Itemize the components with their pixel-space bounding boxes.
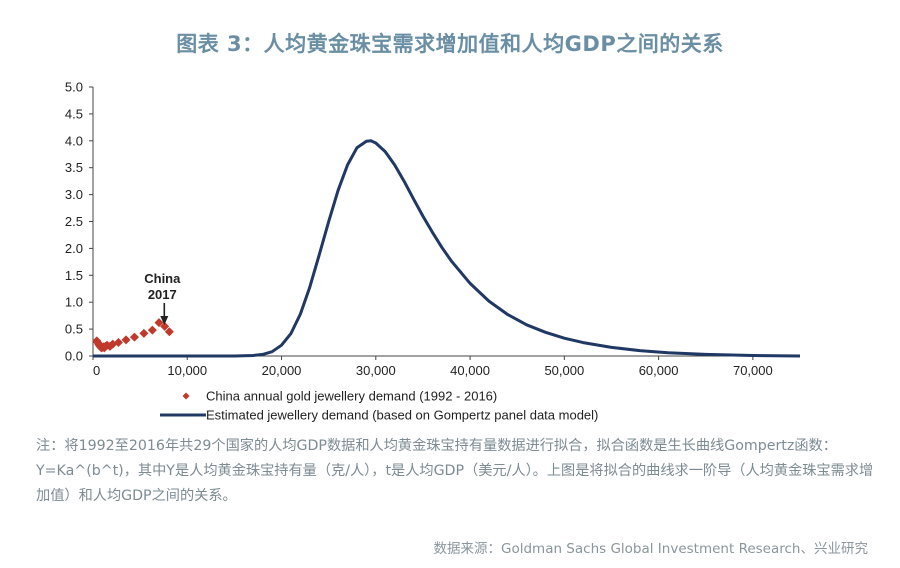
x-tick-label: 40,000 — [450, 363, 490, 378]
y-tick-label: 0.5 — [65, 322, 83, 337]
series-layer — [92, 139, 801, 358]
y-tick-label: 3.0 — [65, 187, 83, 202]
china-demand-point — [113, 338, 123, 348]
x-tick-label: 20,000 — [262, 363, 302, 378]
y-tick-label: 5.0 — [65, 80, 83, 95]
y-tick-label: 2.0 — [65, 241, 83, 256]
y-tick-label: 4.0 — [65, 133, 83, 148]
china-demand-point — [164, 327, 174, 337]
y-tick-label: 0.0 — [65, 349, 83, 364]
china-demand-point — [160, 321, 170, 331]
legend-label-scatter: China annual gold jewellery demand (1992… — [206, 389, 497, 404]
y-tick-label: 1.0 — [65, 295, 83, 310]
china-demand-point — [154, 318, 164, 328]
x-tick-label: 60,000 — [639, 363, 679, 378]
x-tick-label: 0 — [93, 363, 100, 378]
annotation-line2: 2017 — [148, 287, 177, 302]
data-source: 数据来源：Goldman Sachs Global Investment Res… — [433, 541, 869, 557]
chart-title: 图表 3：人均黄金珠宝需求增加值和人均GDP之间的关系 — [176, 32, 724, 56]
legend-label-line: Estimated jewellery demand (based on Gom… — [206, 408, 598, 423]
x-tick-label: 30,000 — [356, 363, 396, 378]
x-tick-label: 10,000 — [167, 363, 207, 378]
y-tick-label: 2.5 — [65, 214, 83, 229]
y-tick-label: 3.5 — [65, 160, 83, 175]
legend: China annual gold jewellery demand (1992… — [160, 389, 598, 423]
legend-marker-scatter — [182, 392, 190, 400]
china-demand-point — [121, 335, 131, 345]
china-demand-point — [129, 332, 139, 342]
china-demand-point — [139, 328, 149, 338]
x-tick-label: 70,000 — [733, 363, 773, 378]
y-tick-label: 1.5 — [65, 268, 83, 283]
chart-canvas: 0.0 0.5 1.0 1.5 2.0 2.5 3.0 3.5 4.0 4.5 5.0 0 10,000… — [65, 80, 801, 423]
y-tick-label: 4.5 — [65, 106, 83, 121]
chart-note: 注：将1992至2016年共29个国家的人均GDP数据和人均黄金珠宝持有量数据进… — [36, 438, 874, 504]
annotation-arrow-head — [160, 316, 169, 325]
axes: 0.0 0.5 1.0 1.5 2.0 2.5 3.0 3.5 4.0 4.5 5.0 0 10,000… — [65, 80, 800, 378]
x-tick-label: 50,000 — [544, 363, 584, 378]
annotation-line1: China — [144, 271, 181, 286]
gompertz-curve — [93, 139, 801, 358]
china-demand-point — [147, 325, 157, 335]
